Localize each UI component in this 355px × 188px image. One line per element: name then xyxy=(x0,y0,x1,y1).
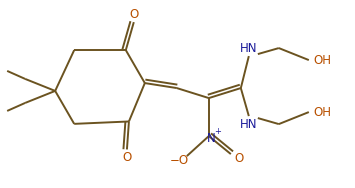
Text: HN: HN xyxy=(240,42,258,55)
Text: O: O xyxy=(234,152,244,164)
Text: HN: HN xyxy=(240,118,258,131)
Text: OH: OH xyxy=(314,106,332,119)
Text: O: O xyxy=(122,151,132,164)
Text: N: N xyxy=(207,132,215,145)
Text: O: O xyxy=(129,8,138,21)
Text: OH: OH xyxy=(314,54,332,67)
Text: +: + xyxy=(214,127,221,136)
Text: −O: −O xyxy=(169,154,189,167)
